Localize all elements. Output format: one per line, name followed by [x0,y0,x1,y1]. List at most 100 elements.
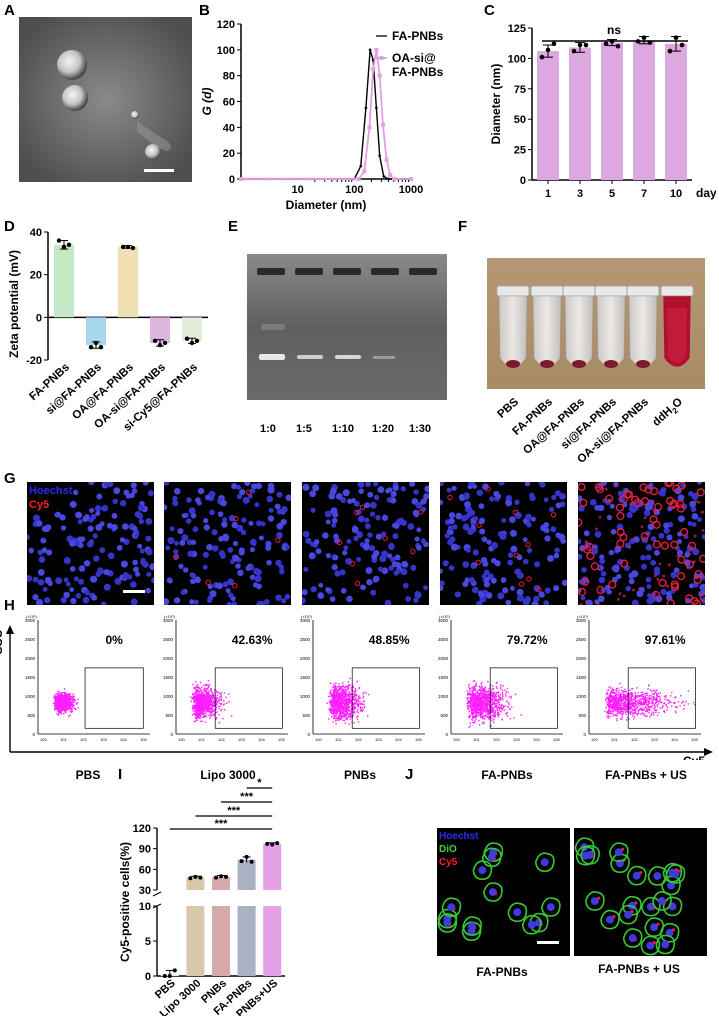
event [73,707,75,709]
event [195,713,198,715]
event [198,712,200,714]
nucleus [510,545,518,553]
event [473,713,475,715]
flow-x-tick: 104 [120,737,127,742]
event [336,693,339,696]
event [334,698,337,700]
nucleus [167,537,175,545]
event [626,702,629,705]
nucleus [522,558,529,565]
event [197,699,200,701]
event [471,699,473,702]
event [473,697,475,700]
event [329,709,331,712]
nucleus [423,585,428,591]
cy5-signal [583,545,592,554]
nucleus [113,487,121,495]
event [207,701,209,703]
nucleus [209,590,217,598]
x-tick-label: 1 [545,188,551,200]
nucleus [244,482,251,486]
event [633,716,636,718]
event [67,696,70,698]
y-tick-label: 20 [30,270,42,282]
event [190,700,193,703]
nucleus [60,525,67,531]
gate [351,667,420,729]
cy5-signal [698,554,705,563]
cy5-signal [660,541,670,550]
event [339,710,342,712]
event [343,705,346,707]
nucleus [524,596,532,603]
nucleus [131,488,138,494]
nucleus [560,538,566,544]
event [356,680,358,683]
event [203,690,205,692]
event [349,677,351,680]
event [60,710,63,713]
panel-label-g: G [4,470,16,487]
event [469,690,471,693]
event [346,703,348,705]
event [468,701,470,704]
event [486,709,488,712]
data-point [388,173,393,178]
event [218,707,220,710]
event [491,714,494,717]
nucleus [185,518,192,524]
event [205,707,207,709]
rbc-pellet [636,360,650,368]
event [348,723,351,725]
y-tick-label: 0 [229,174,235,186]
nucleus [250,483,258,490]
nucleus [186,497,192,503]
replicate-point [667,48,673,54]
cy5-signal [666,599,675,605]
event [71,698,73,701]
nucleus [44,597,51,604]
event [332,700,334,702]
event [490,689,492,692]
cy5-signal [687,552,691,556]
event [492,695,495,698]
nucleus [187,550,194,557]
cy5-signal [653,574,657,578]
event [483,715,486,717]
event [608,686,610,688]
nucleus [88,482,95,486]
cy5-signal [600,566,604,570]
event [493,694,495,697]
event [203,707,205,710]
event [211,698,213,700]
event [470,700,473,702]
event [337,716,340,718]
event [342,712,344,714]
event [54,695,56,698]
nucleus [597,595,605,603]
event [333,686,336,688]
event [340,688,342,690]
event [472,691,474,693]
event [192,706,195,708]
event [58,708,61,710]
event [202,692,204,694]
event [352,703,354,706]
event [60,711,62,714]
event [617,707,619,710]
panel-label-f: F [458,218,468,235]
event [331,693,334,695]
event [336,704,338,707]
nucleus [202,564,208,570]
event [334,717,336,720]
event [491,698,493,700]
event [493,716,495,718]
event [336,707,338,710]
event [57,690,59,692]
nucleus [507,552,514,558]
nucleus [491,541,498,549]
event [497,698,499,701]
flow-y-tick: 1000 [25,694,36,699]
event [63,710,66,712]
nucleus [467,527,475,536]
